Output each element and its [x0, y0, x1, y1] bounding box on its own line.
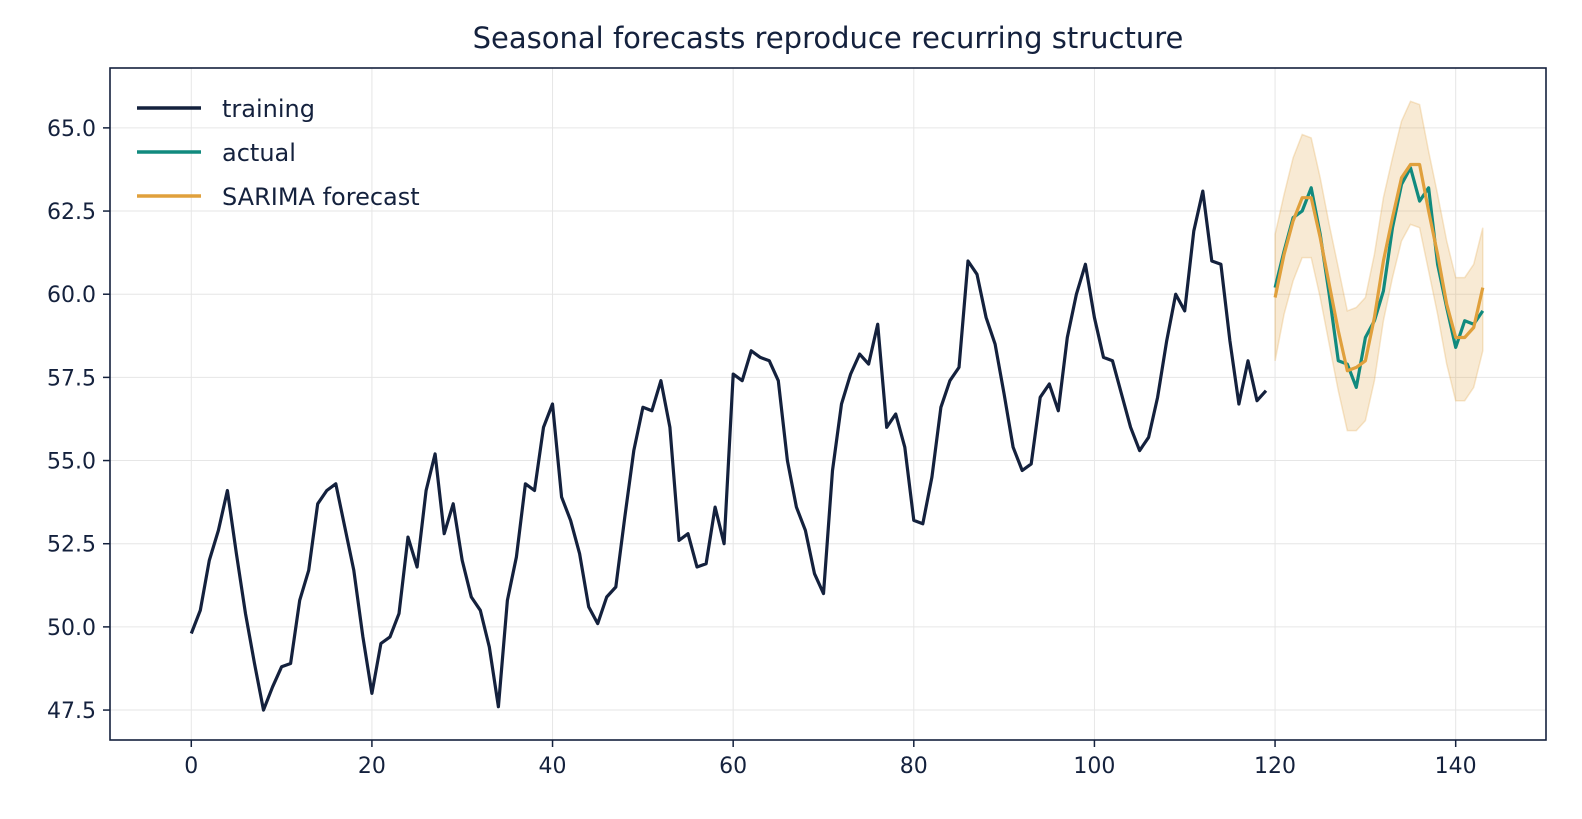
- x-tick-label: 20: [358, 754, 386, 779]
- ticks: 0 20 40 60 80 100 120 140 47.5 50.0 52.5 55.0 57.5 60…: [47, 117, 1477, 779]
- x-tick-label: 100: [1073, 754, 1115, 779]
- y-tick-label: 57.5: [47, 366, 96, 391]
- y-tick-label: 65.0: [47, 117, 96, 142]
- chart-title: Seasonal forecasts reproduce recurring s…: [473, 21, 1184, 55]
- y-tick-label: 60.0: [47, 283, 96, 308]
- legend: training actual SARIMA forecast: [137, 95, 420, 211]
- y-tick-label: 52.5: [47, 533, 96, 558]
- training-line: [189, 189, 1268, 712]
- x-tick-label: 40: [539, 754, 567, 779]
- forecast-line: [1273, 162, 1485, 373]
- legend-item-actual: actual: [137, 139, 296, 167]
- series-lines: [189, 162, 1485, 712]
- forecast-interval-band: [1274, 100, 1484, 432]
- x-tick-label: 0: [184, 754, 198, 779]
- legend-label: SARIMA forecast: [222, 183, 420, 211]
- x-tick-label: 120: [1254, 754, 1296, 779]
- forecast-interval-area: [1274, 100, 1484, 432]
- plot-frame: [109, 67, 1547, 741]
- x-tick-label: 140: [1435, 754, 1477, 779]
- legend-item-forecast: SARIMA forecast: [137, 183, 420, 211]
- legend-item-training: training: [137, 95, 315, 123]
- y-tick-label: 50.0: [47, 616, 96, 641]
- y-tick-label: 55.0: [47, 450, 96, 475]
- x-tick-label: 80: [900, 754, 928, 779]
- axes: [109, 67, 1547, 741]
- legend-label: training: [222, 95, 315, 123]
- y-tick-label: 47.5: [47, 699, 96, 724]
- x-tick-label: 60: [719, 754, 747, 779]
- legend-label: actual: [222, 139, 296, 167]
- y-tick-label: 62.5: [47, 200, 96, 225]
